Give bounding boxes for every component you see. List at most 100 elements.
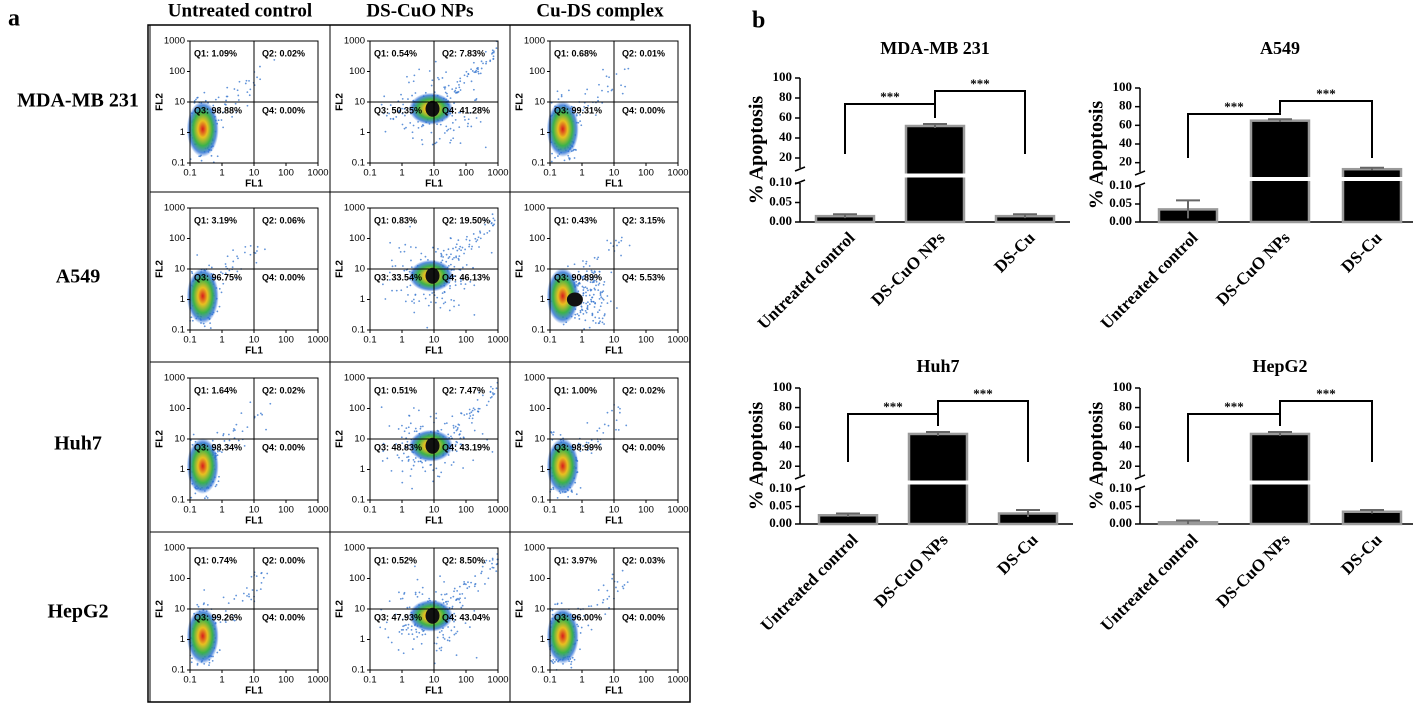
x-tick-label: 10 — [609, 505, 620, 516]
event-dot — [472, 407, 475, 410]
event-dot — [461, 592, 464, 595]
event-dot — [603, 423, 606, 426]
event-dot — [599, 292, 602, 295]
event-dot — [582, 445, 584, 447]
break-gap — [1341, 177, 1403, 181]
y-tick-label: 1 — [180, 634, 185, 645]
event-dot — [493, 223, 495, 226]
event-dot — [441, 292, 444, 295]
event-dot — [195, 98, 197, 101]
event-dot — [586, 301, 589, 304]
event-dot — [418, 68, 421, 71]
event-dot — [446, 92, 448, 95]
y-tick-label: 10 — [354, 264, 365, 275]
event-dot — [408, 606, 411, 609]
event-dot — [453, 620, 455, 623]
density-plot: Q1: 0.54% Q2: 7.83% Q3: 50.35% Q4: 41.28% 0.… — [335, 36, 509, 190]
event-dot — [465, 238, 468, 241]
event-dot — [194, 492, 197, 495]
quadrant-label: Q2: 3.15% — [622, 215, 665, 225]
event-dot — [468, 412, 471, 415]
event-dot — [385, 114, 388, 117]
event-dot — [460, 283, 462, 285]
x-tick-label: 10 — [609, 168, 620, 179]
event-dot — [226, 255, 229, 258]
event-dot — [403, 269, 406, 272]
y-tick-label: 20 — [1119, 457, 1132, 472]
x-tick-label: 1000 — [307, 335, 328, 346]
y-tick-label: 80 — [1119, 98, 1132, 113]
event-dot — [218, 443, 221, 446]
event-dot — [593, 270, 596, 273]
y-axis-label: % Apoptosis — [746, 402, 768, 511]
event-dot — [464, 283, 467, 286]
event-dot — [445, 253, 448, 256]
event-dot — [196, 603, 199, 606]
event-dot — [407, 294, 409, 296]
event-dot — [455, 599, 457, 602]
event-dot — [450, 464, 453, 466]
event-dot — [424, 255, 427, 258]
event-dot — [450, 435, 452, 438]
event-dot — [447, 257, 450, 260]
event-dot — [455, 243, 458, 246]
density-core — [425, 267, 440, 284]
event-dot — [618, 241, 620, 244]
event-dot — [448, 255, 451, 258]
event-dot — [458, 247, 461, 250]
event-dot — [597, 440, 599, 443]
y-tick-label: 1000 — [164, 543, 185, 554]
event-dot — [485, 559, 488, 562]
y-tick-label: 100 — [529, 403, 545, 414]
density-core — [186, 438, 219, 495]
event-dot — [479, 237, 482, 240]
event-dot — [444, 593, 446, 596]
y-axis-label: % Apoptosis — [1086, 402, 1108, 511]
event-dot — [465, 264, 468, 266]
x-tick-label: 10 — [429, 335, 440, 346]
event-dot — [447, 248, 450, 251]
event-dot — [590, 605, 593, 607]
event-dot — [203, 325, 206, 328]
event-dot — [487, 400, 490, 403]
event-dot — [214, 485, 217, 488]
quadrant-label: Q3: 48.83% — [374, 442, 422, 452]
event-dot — [428, 597, 431, 600]
event-dot — [582, 289, 585, 291]
event-dot — [470, 581, 472, 584]
event-dot — [579, 113, 581, 116]
y-tick-label: 1 — [180, 127, 185, 138]
event-dot — [424, 470, 427, 473]
event-dot — [410, 259, 412, 262]
event-dot — [560, 95, 563, 98]
event-dot — [223, 440, 226, 442]
event-dot — [405, 624, 407, 626]
event-dot — [203, 91, 206, 94]
event-dot — [550, 160, 553, 163]
y-axis-label: FL2 — [155, 93, 166, 111]
error-bar — [926, 431, 950, 436]
event-dot — [595, 284, 597, 287]
event-dot — [473, 314, 476, 316]
event-dot — [556, 496, 559, 499]
event-dot — [454, 425, 457, 428]
event-dot — [451, 605, 454, 608]
quadrant-label: Q1: 0.52% — [374, 555, 417, 565]
event-dot — [209, 327, 212, 329]
event-dot — [409, 122, 412, 124]
event-dot — [608, 595, 611, 598]
event-dot — [470, 68, 472, 71]
event-dot — [552, 662, 555, 665]
x-axis-label: FL1 — [425, 346, 443, 357]
event-dot — [608, 76, 610, 79]
event-dot — [191, 319, 194, 322]
x-axis-label: FL1 — [605, 346, 623, 357]
event-dot — [436, 636, 439, 639]
event-dot — [440, 593, 443, 596]
event-dot — [245, 587, 248, 589]
event-dot — [438, 137, 441, 140]
event-dot — [598, 297, 601, 300]
event-dot — [405, 126, 407, 129]
event-dot — [453, 590, 455, 593]
